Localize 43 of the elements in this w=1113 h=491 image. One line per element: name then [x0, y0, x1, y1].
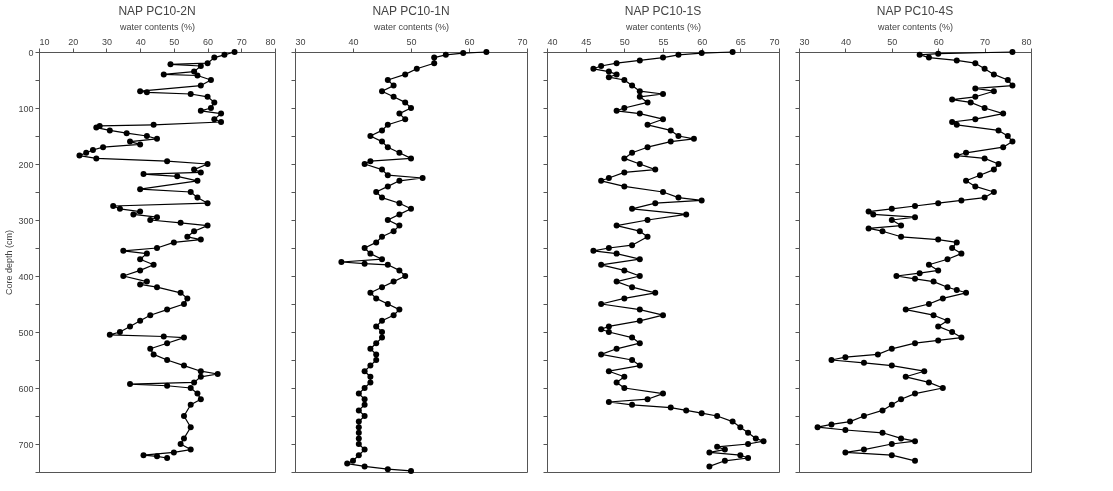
x-axis-title: water contents (%)	[624, 21, 702, 32]
y-tick-label: 600	[18, 383, 34, 394]
x-tick-label: 30	[101, 36, 112, 47]
chart-title: NAP PC10-4S	[876, 4, 954, 18]
x-axis-title: water contents (%)	[118, 21, 196, 32]
x-tick-label: 70	[980, 36, 991, 47]
y-tick-label: 300	[18, 215, 34, 226]
x-tick-label: 40	[348, 36, 359, 47]
x-tick-label: 50	[887, 36, 898, 47]
x-axis-title: water contents (%)	[876, 21, 954, 32]
x-tick-label: 50	[406, 36, 417, 47]
x-tick-label: 70	[517, 36, 528, 47]
x-tick-label: 55	[658, 36, 669, 47]
x-tick-label: 50	[169, 36, 180, 47]
x-tick-label: 70	[236, 36, 247, 47]
x-axis-title: water contents (%)	[372, 21, 450, 32]
x-tick-label: 70	[769, 36, 780, 47]
x-tick-label: 60	[203, 36, 214, 47]
chart-title: NAP PC10-2N	[118, 4, 196, 18]
x-tick-label: 40	[135, 36, 146, 47]
x-tick-label: 50	[619, 36, 630, 47]
y-tick-label: 700	[18, 439, 34, 450]
x-tick-label: 10	[39, 36, 50, 47]
x-tick-label: 65	[735, 36, 746, 47]
x-tick-label: 60	[464, 36, 475, 47]
x-tick-label: 60	[697, 36, 708, 47]
x-tick-label: 30	[799, 36, 810, 47]
x-tick-label: 30	[295, 36, 306, 47]
chart-title: NAP PC10-1S	[624, 4, 702, 18]
y-tick-label: 500	[18, 327, 34, 338]
x-tick-label: 45	[581, 36, 592, 47]
x-tick-label: 20	[68, 36, 79, 47]
y-tick-label: 100	[18, 103, 34, 114]
x-tick-label: 40	[547, 36, 558, 47]
x-tick-label: 80	[1021, 36, 1032, 47]
y-tick-label: 0	[28, 47, 34, 58]
x-tick-label: 40	[840, 36, 851, 47]
x-tick-label: 80	[265, 36, 276, 47]
x-tick-label: 60	[933, 36, 944, 47]
y-axis-title: Core depth (cm)	[4, 229, 15, 296]
chart-title: NAP PC10-1N	[372, 4, 450, 18]
y-tick-label: 200	[18, 159, 34, 170]
y-tick-label: 400	[18, 271, 34, 282]
